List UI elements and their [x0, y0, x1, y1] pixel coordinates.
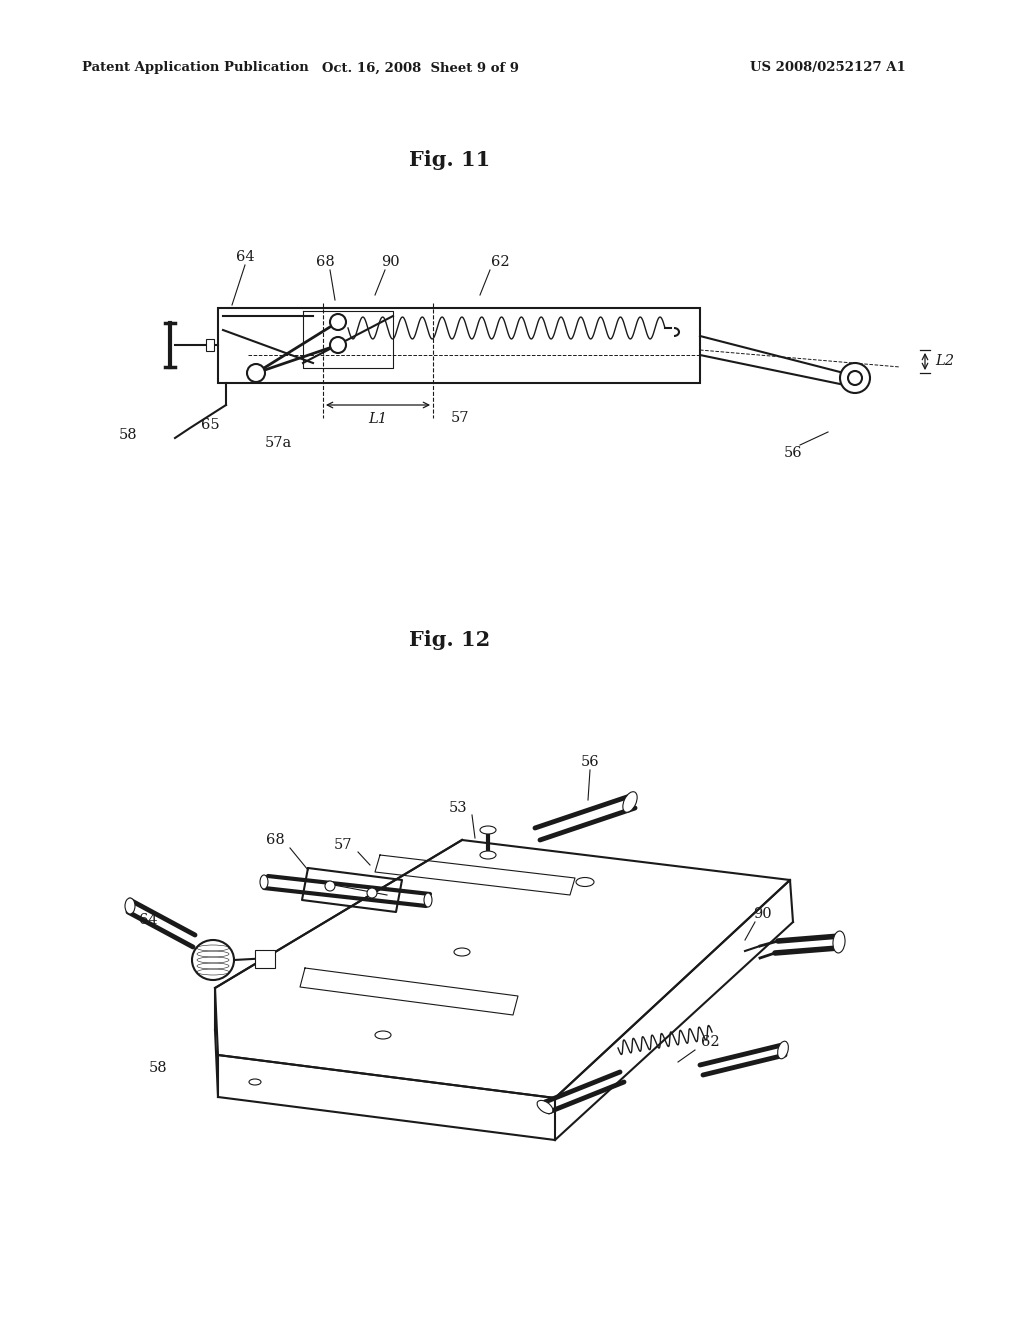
Text: 56: 56 [581, 755, 599, 770]
Text: US 2008/0252127 A1: US 2008/0252127 A1 [750, 62, 906, 74]
Text: 64: 64 [236, 249, 254, 264]
Ellipse shape [125, 898, 135, 913]
Circle shape [330, 314, 346, 330]
Ellipse shape [193, 940, 234, 979]
Circle shape [367, 888, 377, 898]
Text: 68: 68 [315, 255, 335, 269]
Bar [255, 950, 275, 968]
Circle shape [848, 371, 862, 385]
Text: 62: 62 [490, 255, 509, 269]
Text: L2: L2 [935, 354, 954, 368]
Bar [206, 339, 214, 351]
Circle shape [247, 364, 265, 381]
Circle shape [840, 363, 870, 393]
Ellipse shape [260, 875, 268, 888]
Ellipse shape [833, 931, 845, 953]
Text: 90: 90 [381, 255, 399, 269]
Text: Fig. 11: Fig. 11 [410, 150, 490, 170]
Text: Oct. 16, 2008  Sheet 9 of 9: Oct. 16, 2008 Sheet 9 of 9 [322, 62, 518, 74]
Circle shape [325, 880, 335, 891]
Ellipse shape [777, 1041, 788, 1059]
Text: 57: 57 [334, 838, 352, 851]
Text: 90: 90 [753, 907, 771, 921]
Circle shape [330, 337, 346, 352]
Text: 62: 62 [700, 1035, 719, 1049]
Text: 57: 57 [451, 411, 469, 425]
Text: L1: L1 [369, 412, 387, 426]
Ellipse shape [538, 1101, 553, 1114]
Text: Fig. 12: Fig. 12 [410, 630, 490, 649]
Ellipse shape [424, 894, 432, 907]
Text: 64: 64 [138, 913, 158, 927]
Text: 57a: 57a [264, 436, 292, 450]
Text: 68: 68 [265, 833, 285, 847]
Ellipse shape [480, 851, 496, 859]
Text: 53: 53 [449, 801, 467, 814]
Ellipse shape [623, 792, 637, 812]
Text: 65: 65 [201, 418, 219, 432]
Ellipse shape [480, 826, 496, 834]
Text: 56: 56 [783, 446, 803, 459]
Text: Patent Application Publication: Patent Application Publication [82, 62, 309, 74]
Text: 58: 58 [148, 1061, 167, 1074]
Text: 58: 58 [119, 428, 137, 442]
Bar [218, 308, 700, 383]
